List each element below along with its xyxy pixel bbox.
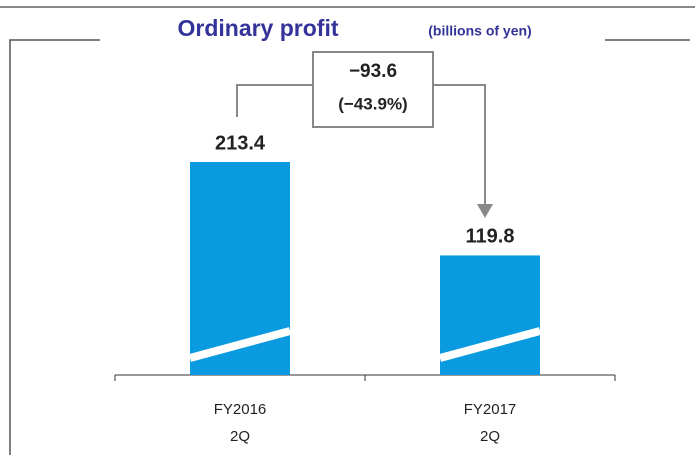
annotation-box (312, 51, 434, 128)
data-label: 213.4 (215, 132, 266, 154)
axis-break (188, 327, 292, 362)
x-tick-label: FY2017 2Q (464, 401, 517, 445)
x-tick-label-line: FY2017 (464, 401, 517, 418)
connector (433, 84, 486, 206)
frame-left (9, 39, 100, 455)
axis-break (438, 327, 542, 362)
x-tick-label-line: 2Q (480, 428, 500, 445)
data-label: 119.8 (466, 226, 515, 248)
x-tick-label: FY2016 2Q (214, 401, 267, 445)
x-tick-label-line: 2Q (230, 428, 250, 445)
x-tick-label-line: FY2016 (214, 401, 267, 418)
annotation: −93.6 (349, 61, 397, 82)
arrowhead (477, 204, 493, 218)
annotation: (−43.9%) (338, 94, 407, 113)
connector (236, 84, 313, 117)
chart-subtitle: (billions of yen) (428, 23, 531, 39)
chart-title: Ordinary profit (177, 15, 338, 41)
